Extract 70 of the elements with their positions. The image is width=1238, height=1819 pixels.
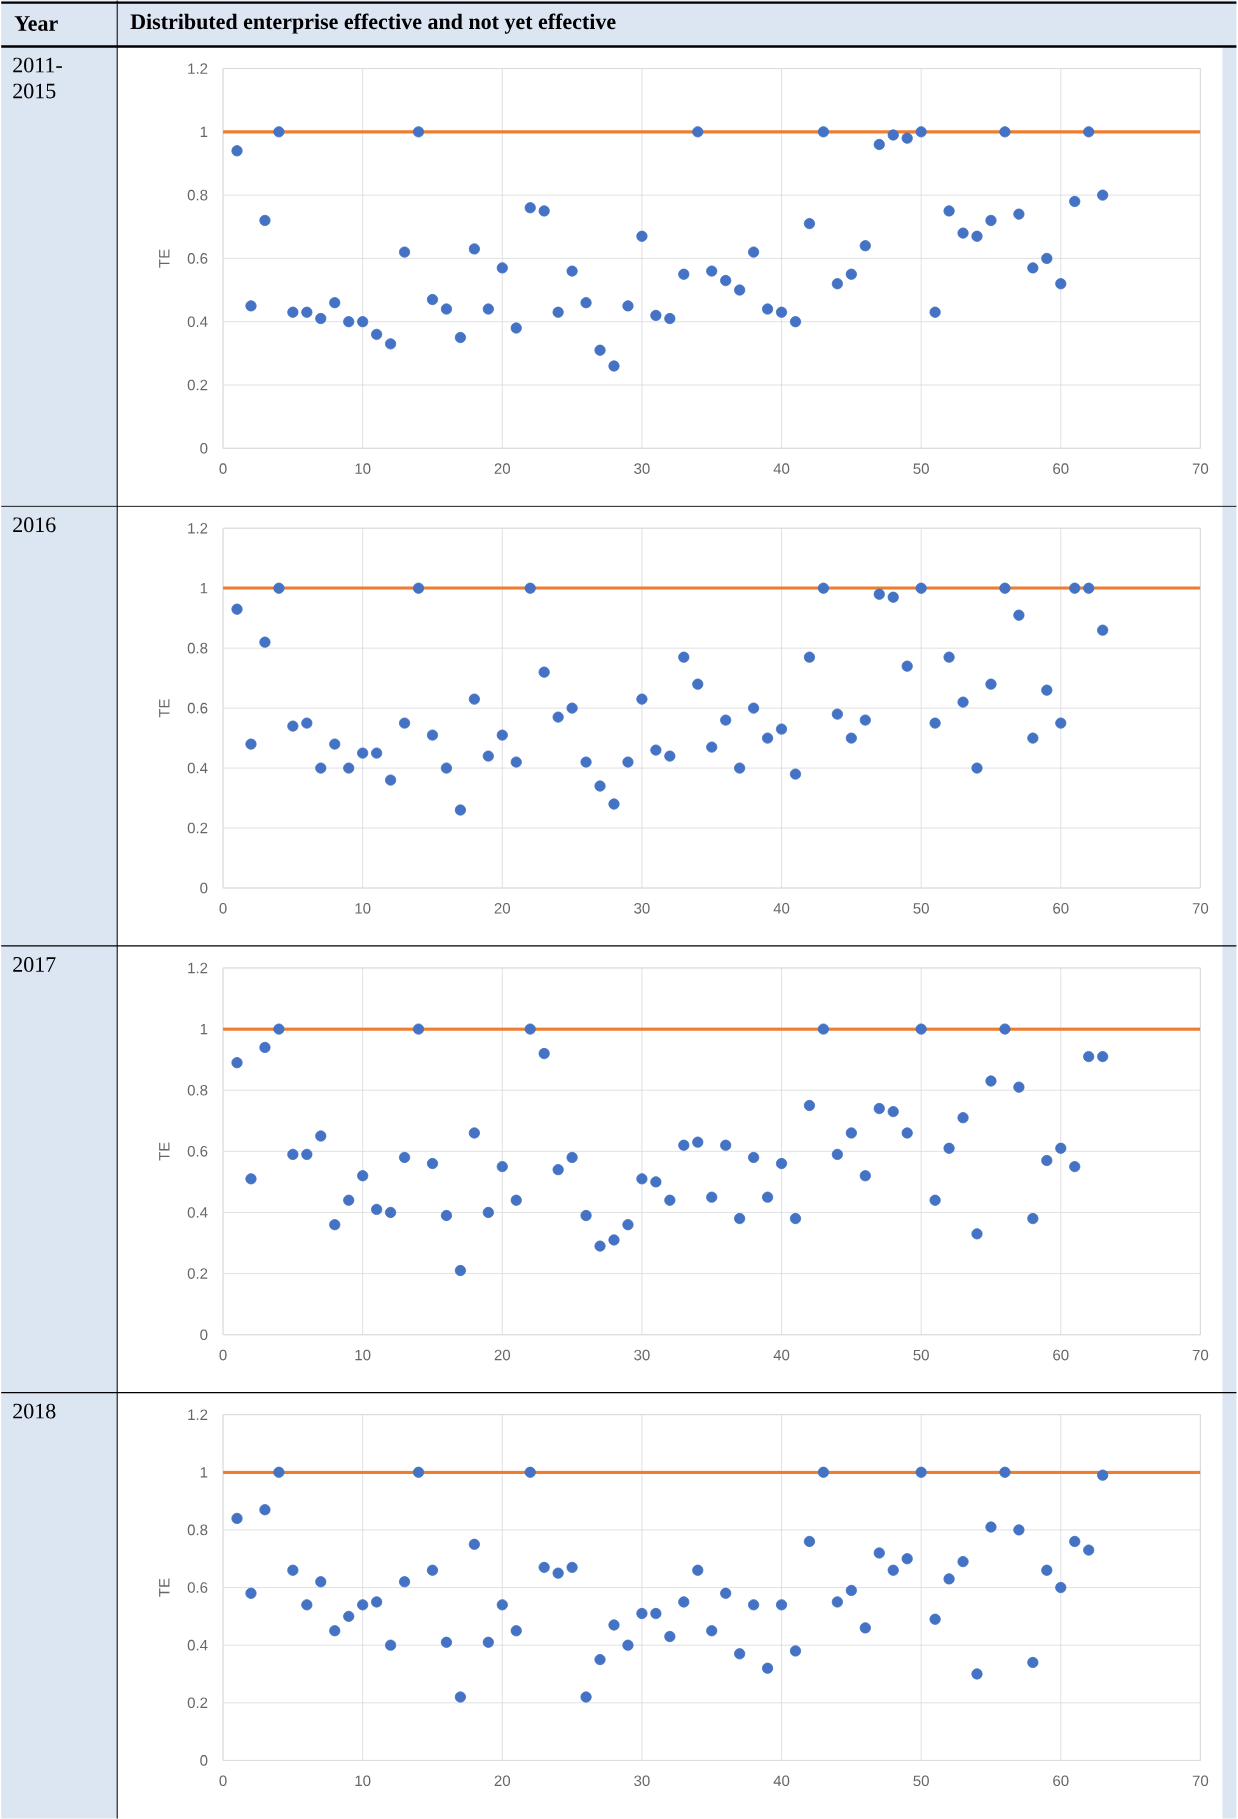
- x-tick-label: 10: [355, 1775, 371, 1787]
- text: Year: [14, 16, 58, 31]
- x-tick-label: 20: [494, 903, 511, 914]
- y-tick-label: 1.2: [188, 523, 208, 534]
- x-tick-label: 0: [219, 903, 227, 914]
- y-tick-label: 0: [200, 1329, 208, 1341]
- text: 2018: [13, 1403, 56, 1419]
- text: Distributed enterprise effective and not yet effective: [130, 13, 616, 34]
- x-tick-label: 20: [494, 1775, 511, 1787]
- y-axis-title: TE: [159, 1142, 170, 1161]
- x-tick-label: 70: [1193, 463, 1209, 474]
- y-tick-label: 0.2: [187, 822, 208, 834]
- y-tick-label: 0.2: [187, 1268, 208, 1279]
- x-tick-label: 0: [219, 1349, 227, 1361]
- y-axis-title: TE: [159, 699, 170, 718]
- y-tick-label: 0.2: [187, 379, 208, 391]
- x-tick-label: 10: [355, 1349, 371, 1361]
- y-tick-label: 0.4: [187, 316, 208, 328]
- y-tick-label: 0: [200, 1755, 208, 1766]
- y-tick-label: 0.8: [187, 189, 208, 201]
- x-tick-label: 10: [355, 463, 371, 474]
- x-tick-label: 10: [355, 903, 371, 914]
- y-tick-label: 0.4: [187, 1639, 208, 1651]
- y-tick-label: 0.6: [187, 702, 208, 714]
- x-tick-label: 20: [494, 463, 511, 474]
- x-tick-label: 60: [1053, 1349, 1069, 1361]
- y-tick-label: 0: [200, 882, 208, 894]
- x-tick-label: 50: [913, 1349, 930, 1361]
- x-tick-label: 60: [1053, 903, 1069, 914]
- x-tick-label: 50: [913, 1775, 930, 1787]
- y-tick-label: 0: [200, 442, 208, 454]
- y-tick-label: 1.2: [188, 63, 208, 74]
- y-tick-label: 0.8: [187, 1524, 208, 1536]
- x-tick-label: 40: [773, 1775, 790, 1787]
- x-tick-label: 50: [913, 903, 930, 914]
- x-tick-label: 50: [913, 463, 930, 474]
- y-tick-label: 1: [200, 583, 208, 594]
- y-axis-title: TE: [159, 1578, 170, 1597]
- y-tick-label: 1: [200, 1023, 208, 1035]
- y-tick-label: 1: [200, 126, 208, 137]
- y-tick-label: 0.4: [187, 762, 208, 774]
- y-tick-label: 1.2: [188, 1409, 208, 1420]
- x-tick-label: 0: [219, 1775, 227, 1787]
- x-tick-label: 30: [634, 1775, 650, 1787]
- x-tick-label: 30: [634, 463, 650, 474]
- y-tick-label: 0.8: [187, 1084, 208, 1096]
- y-tick-label: 0.6: [187, 1582, 208, 1593]
- x-tick-label: 70: [1193, 903, 1209, 914]
- x-tick-label: 70: [1193, 1775, 1209, 1787]
- x-tick-label: 60: [1053, 1775, 1069, 1787]
- x-tick-label: 40: [773, 463, 790, 474]
- y-tick-label: 0.2: [187, 1697, 208, 1709]
- text: 2011-2015: [13, 57, 63, 99]
- x-tick-label: 30: [634, 903, 650, 914]
- y-tick-label: 0.6: [187, 1146, 208, 1157]
- x-tick-label: 40: [773, 1349, 790, 1361]
- y-tick-label: 1: [200, 1467, 208, 1478]
- y-tick-label: 0.8: [187, 642, 208, 654]
- x-tick-label: 40: [773, 903, 790, 914]
- x-tick-label: 70: [1193, 1349, 1209, 1361]
- y-tick-label: 1.2: [188, 962, 208, 974]
- y-axis-title: TE: [159, 249, 170, 268]
- text: 2017: [13, 957, 56, 972]
- text: 2016: [13, 517, 56, 533]
- y-tick-label: 0.6: [187, 253, 208, 264]
- x-tick-label: 20: [494, 1349, 511, 1361]
- x-tick-label: 60: [1053, 463, 1069, 474]
- x-tick-label: 30: [634, 1349, 650, 1361]
- x-tick-label: 0: [219, 463, 227, 474]
- y-tick-label: 0.4: [187, 1207, 208, 1218]
